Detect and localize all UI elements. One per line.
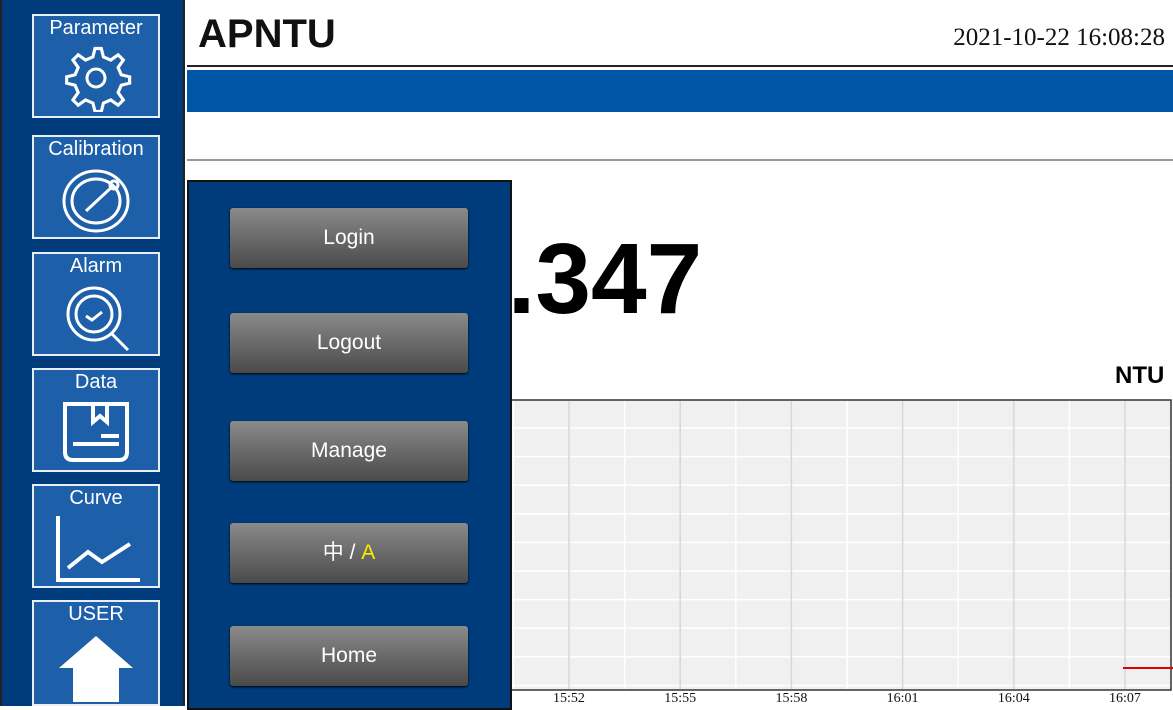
button-label: Parameter [49,17,143,39]
alarm-button[interactable]: Alarm [32,252,160,356]
data-button[interactable]: Data [32,368,160,472]
language-button[interactable]: 中 / A [230,523,468,583]
app-title: APNTU [198,12,336,56]
curve-button[interactable]: Curve [32,484,160,588]
status-bar [187,70,1173,112]
x-tick-label: 15:55 [664,691,696,706]
parameter-button[interactable]: Parameter [32,14,160,118]
button-label: Data [74,371,118,393]
button-label: Alarm [69,255,123,277]
button-label: USER [68,603,124,625]
reading-unit: NTU [1115,362,1165,389]
header-rule [187,65,1173,67]
datetime: 2021-10-22 16:08:28 [953,24,1165,51]
data-icon [63,402,129,462]
divider [187,159,1173,161]
x-tick-label: 15:52 [553,691,585,706]
curve-icon [56,516,140,582]
x-tick-label: 15:58 [775,691,807,706]
user-button[interactable]: USER [32,600,160,706]
sidebar: Parameter Calibration Alarm Data Curve U… [0,0,185,706]
button-label: Calibration [48,138,144,160]
x-tick-label: 16:04 [998,691,1030,706]
language-zh: 中 / [322,541,356,564]
user-menu: Login Logout Manage 中 / A Home [187,180,512,710]
manage-button[interactable]: Manage [230,421,468,481]
home-icon [59,636,133,702]
login-button[interactable]: Login [230,208,468,268]
x-tick-label: 16:07 [1109,691,1141,706]
logout-button[interactable]: Logout [230,313,468,373]
button-label: Curve [69,487,123,509]
x-tick-label: 16:01 [887,691,919,706]
gear-icon [65,46,132,112]
dial-icon [62,169,130,233]
home-button[interactable]: Home [230,626,468,686]
alarm-icon [66,286,130,352]
language-en: A [361,541,376,564]
calibration-button[interactable]: Calibration [32,135,160,239]
